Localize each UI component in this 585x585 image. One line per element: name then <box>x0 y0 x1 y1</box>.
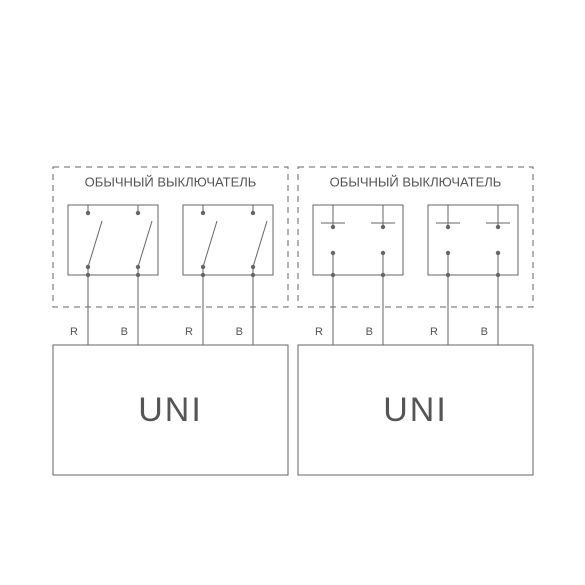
terminal-label-B: B <box>366 326 373 338</box>
terminal-label-R: R <box>430 326 438 338</box>
panel-title: ОБЫЧНЫЙ ВЫКЛЮЧАТЕЛЬ <box>85 174 257 189</box>
terminal-label-R: R <box>315 326 323 338</box>
terminal-label-R: R <box>185 326 193 338</box>
terminal-label-R: R <box>70 326 78 338</box>
terminal-label-B: B <box>121 326 128 338</box>
panel-title: ОБЫЧНЫЙ ВЫКЛЮЧАТЕЛЬ <box>330 174 502 189</box>
uni-label: UNI <box>138 391 203 429</box>
terminal-label-B: B <box>481 326 488 338</box>
uni-label: UNI <box>383 391 448 429</box>
wiring-diagram: ОБЫЧНЫЙ ВЫКЛЮЧАТЕЛЬ UNI R B R B ОБЫЧНЫЙ ВЫКЛЮЧ… <box>0 0 585 585</box>
terminal-label-B: B <box>236 326 243 338</box>
